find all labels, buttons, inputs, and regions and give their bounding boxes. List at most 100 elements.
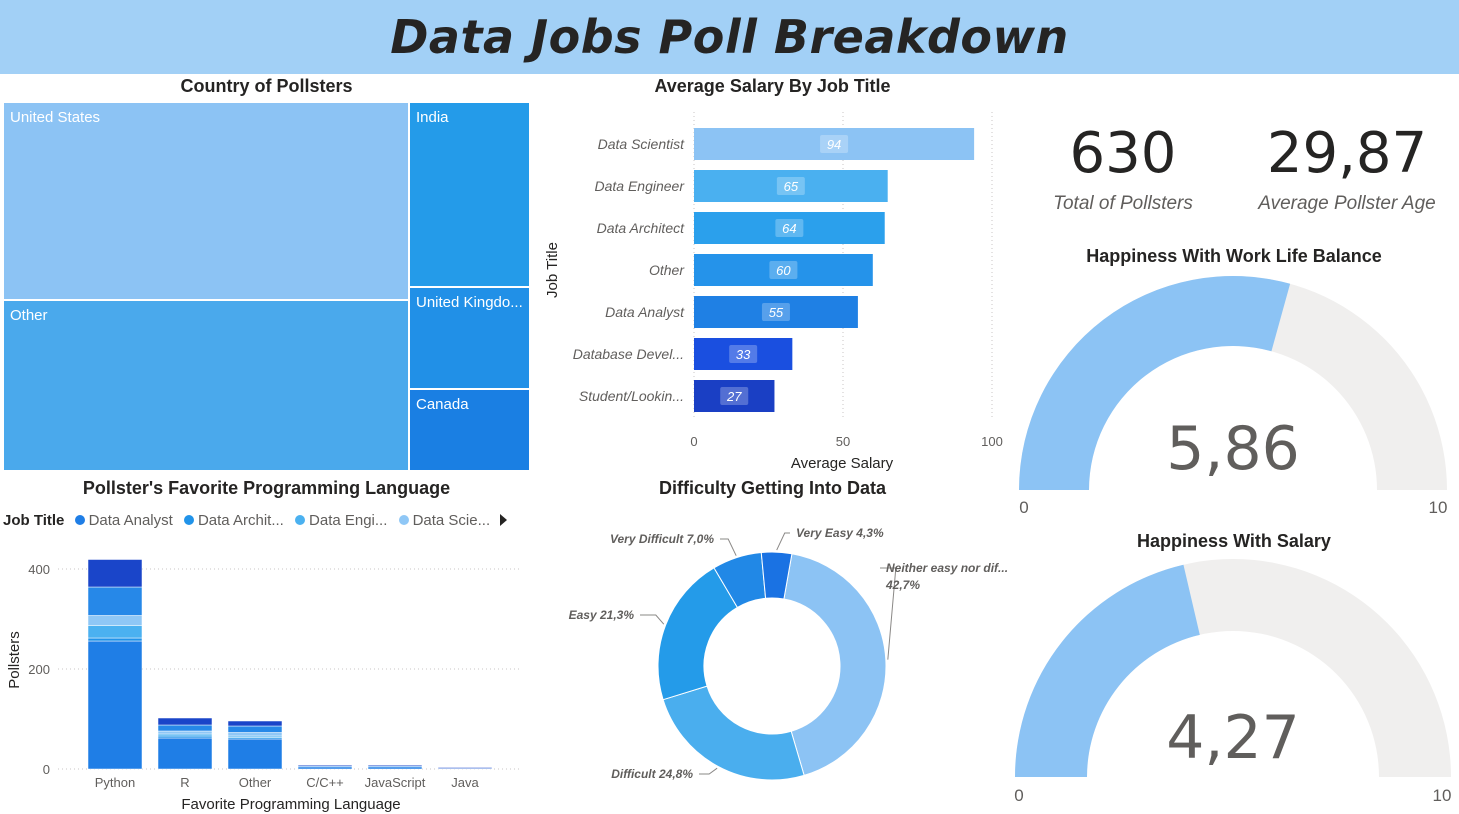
- donut-slice-label: Very Difficult 7,0%: [610, 532, 714, 546]
- salary-bar-other[interactable]: [694, 254, 873, 286]
- language-bar-segment-python[interactable]: [87, 615, 143, 626]
- treemap-tile-united-states[interactable]: United States: [3, 102, 409, 300]
- salary-bar-data-scientist[interactable]: [694, 128, 975, 160]
- donut-slice-difficult[interactable]: [662, 685, 805, 781]
- salary-bar-database-devel[interactable]: [694, 338, 793, 370]
- language-bar-segment-r[interactable]: [157, 737, 213, 770]
- salary-data-label: 33: [736, 347, 751, 362]
- donut-leader-line: [720, 538, 737, 556]
- gauge-min: 0: [1014, 786, 1023, 805]
- legend-dot-icon: [183, 515, 194, 525]
- treemap-tile-canada[interactable]: Canada: [409, 389, 530, 471]
- gauge-salary-title: Happiness With Salary: [1137, 531, 1331, 551]
- donut-slice-label: Difficult 24,8%: [611, 767, 693, 781]
- language-bar-segment-c-c[interactable]: [297, 764, 353, 767]
- treemap-tile-india[interactable]: India: [409, 102, 530, 287]
- language-bar-segment-r[interactable]: [157, 733, 213, 737]
- language-bar-segment-python[interactable]: [87, 625, 143, 639]
- salary-data-label-bg: [820, 135, 849, 153]
- language-y-tick: 400: [28, 562, 50, 577]
- legend-dot-icon: [74, 515, 85, 525]
- salary-data-label: 94: [827, 137, 841, 152]
- salary-x-axis-label: Average Salary: [791, 455, 894, 472]
- language-bar-segment-javascript[interactable]: [367, 764, 423, 767]
- gauge-work-life-balance: 5,86 0 10: [1019, 276, 1447, 517]
- salary-data-label-bg: [769, 261, 798, 279]
- salary-category-label: Data Engineer: [594, 178, 685, 194]
- legend-dot-icon: [398, 515, 409, 525]
- difficulty-donut-chart: Neither easy nor dif... 42,7% Difficult 24…: [569, 526, 1008, 781]
- legend-label: Data Archit...: [197, 512, 284, 529]
- language-y-tick: 200: [28, 662, 50, 677]
- treemap-tile-label: Other: [10, 307, 48, 324]
- donut-leader-line: [640, 614, 665, 625]
- donut-slice-neither-easy-nor-dif[interactable]: [783, 553, 887, 776]
- salary-data-label-bg: [729, 345, 758, 363]
- gauge-fill[interactable]: [1015, 564, 1200, 777]
- country-treemap: United States Other India United Kingdo.…: [3, 102, 530, 471]
- salary-y-axis-label: Job Title: [544, 242, 561, 298]
- legend-item-data-scientist[interactable]: Data Scie...: [398, 512, 490, 529]
- salary-x-tick: 50: [836, 434, 850, 449]
- legend-dot-icon: [295, 515, 306, 525]
- donut-slice-label: Neither easy nor dif...: [886, 561, 1008, 575]
- language-bar-segment-r[interactable]: [157, 730, 213, 735]
- gauge-value: 4,27: [1166, 703, 1300, 773]
- chart-legend: Job Title Data Analyst Data Archit... Da…: [3, 512, 490, 534]
- language-bar-segment-other[interactable]: [227, 720, 283, 727]
- salary-category-label: Other: [649, 262, 685, 278]
- legend-item-data-architect[interactable]: Data Archit...: [183, 512, 284, 529]
- treemap-title: Country of Pollsters: [180, 76, 353, 96]
- salary-data-label-bg: [776, 177, 805, 195]
- language-category-label: Other: [239, 775, 272, 790]
- salary-bar-data-analyst[interactable]: [694, 296, 858, 328]
- salary-bar-data-engineer[interactable]: [694, 170, 888, 202]
- language-bar-segment-r[interactable]: [157, 724, 213, 732]
- language-bar-segment-java[interactable]: [437, 767, 493, 769]
- donut-leader-line: [776, 532, 790, 551]
- salary-bar-student-lookin[interactable]: [694, 380, 775, 412]
- legend-item-data-engineer[interactable]: Data Engi...: [295, 512, 387, 529]
- donut-slice-very-easy[interactable]: [760, 551, 793, 600]
- language-bar-segment-other[interactable]: [227, 732, 283, 737]
- legend-title: Job Title: [3, 512, 65, 529]
- language-bar-segment-r[interactable]: [157, 717, 213, 726]
- donut-leader-line: [880, 567, 897, 660]
- kpi-total-pollsters-label: Total of Pollsters: [1053, 193, 1193, 214]
- language-bar-segment-other[interactable]: [227, 738, 283, 770]
- language-category-label: C/C++: [306, 775, 344, 790]
- legend-next-arrow-icon[interactable]: [500, 514, 507, 526]
- salary-x-tick: 100: [981, 434, 1003, 449]
- salary-x-tick: 0: [690, 434, 697, 449]
- language-bar-segment-python[interactable]: [87, 640, 143, 770]
- language-y-tick: 0: [43, 762, 50, 777]
- gauge-wlb-title: Happiness With Work Life Balance: [1086, 246, 1382, 266]
- language-bar-segment-python[interactable]: [87, 586, 143, 616]
- language-bar-segment-python[interactable]: [87, 637, 143, 642]
- gauge-value: 5,86: [1166, 414, 1300, 484]
- treemap-tile-other[interactable]: Other: [3, 300, 409, 471]
- language-y-axis-label: Pollsters: [6, 631, 23, 689]
- donut-slice-label: Easy 21,3%: [569, 608, 635, 622]
- salary-category-label: Data Analyst: [605, 304, 685, 320]
- language-category-label: Python: [95, 775, 135, 790]
- salary-bar-data-architect[interactable]: [694, 212, 885, 244]
- treemap-tile-label: Canada: [416, 396, 469, 413]
- language-bar-segment-other[interactable]: [227, 725, 283, 733]
- treemap-tile-label: United Kingdo...: [416, 294, 523, 311]
- treemap-tile-label: United States: [10, 109, 101, 126]
- donut-slice-value: 42,7%: [885, 578, 920, 592]
- language-bar-segment-python[interactable]: [87, 559, 143, 588]
- language-bar-segment-r[interactable]: [157, 735, 213, 739]
- kpi-total-pollsters-value: 630: [1069, 121, 1177, 186]
- treemap-tile-united-kingdom[interactable]: United Kingdo...: [409, 287, 530, 389]
- gauge-happiness-salary: 4,27 0 10: [1014, 559, 1451, 805]
- salary-category-label: Database Devel...: [573, 346, 684, 362]
- gauge-fill[interactable]: [1019, 276, 1291, 490]
- salary-bar-chart: 94 65 64 60 55 33 27 Data Scientist Data Engine…: [544, 112, 1003, 472]
- difficulty-chart-title: Difficulty Getting Into Data: [659, 478, 886, 498]
- salary-data-label-bg: [761, 303, 790, 321]
- salary-data-label: 60: [776, 263, 791, 278]
- language-chart-title: Pollster's Favorite Programming Language: [82, 478, 451, 498]
- legend-item-data-analyst[interactable]: Data Analyst: [74, 512, 173, 529]
